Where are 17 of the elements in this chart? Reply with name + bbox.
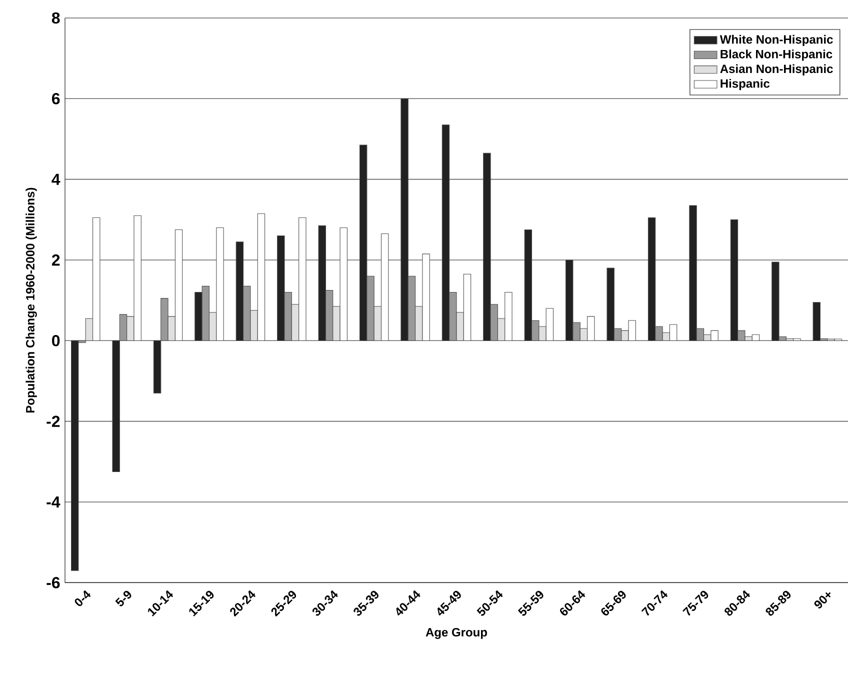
- legend-label: Black Non-Hispanic: [720, 50, 832, 61]
- y-tick-label: 2: [52, 254, 60, 266]
- x-tick-label: 90+: [814, 592, 831, 608]
- y-tick-label: -6: [46, 576, 60, 588]
- y-tick-label: 8: [52, 12, 60, 24]
- y-tick-label: 4: [52, 174, 60, 185]
- x-axis-title: Age Group: [426, 628, 487, 639]
- y-tick-label: -4: [46, 496, 60, 508]
- y-axis-title: Population Change 1960-2000 (Millions): [26, 188, 37, 413]
- x-tick-label: 5-9: [115, 590, 132, 606]
- y-tick-label: 0: [52, 334, 60, 346]
- legend-label: White Non-Hispanic: [720, 34, 833, 46]
- legend-label: Asian Non-Hispanic: [720, 64, 833, 76]
- x-tick-label: 0-4: [74, 590, 91, 606]
- y-tick-label: -2: [46, 416, 60, 427]
- y-tick-label: 6: [52, 92, 60, 104]
- legend-label: Hispanic: [720, 78, 770, 90]
